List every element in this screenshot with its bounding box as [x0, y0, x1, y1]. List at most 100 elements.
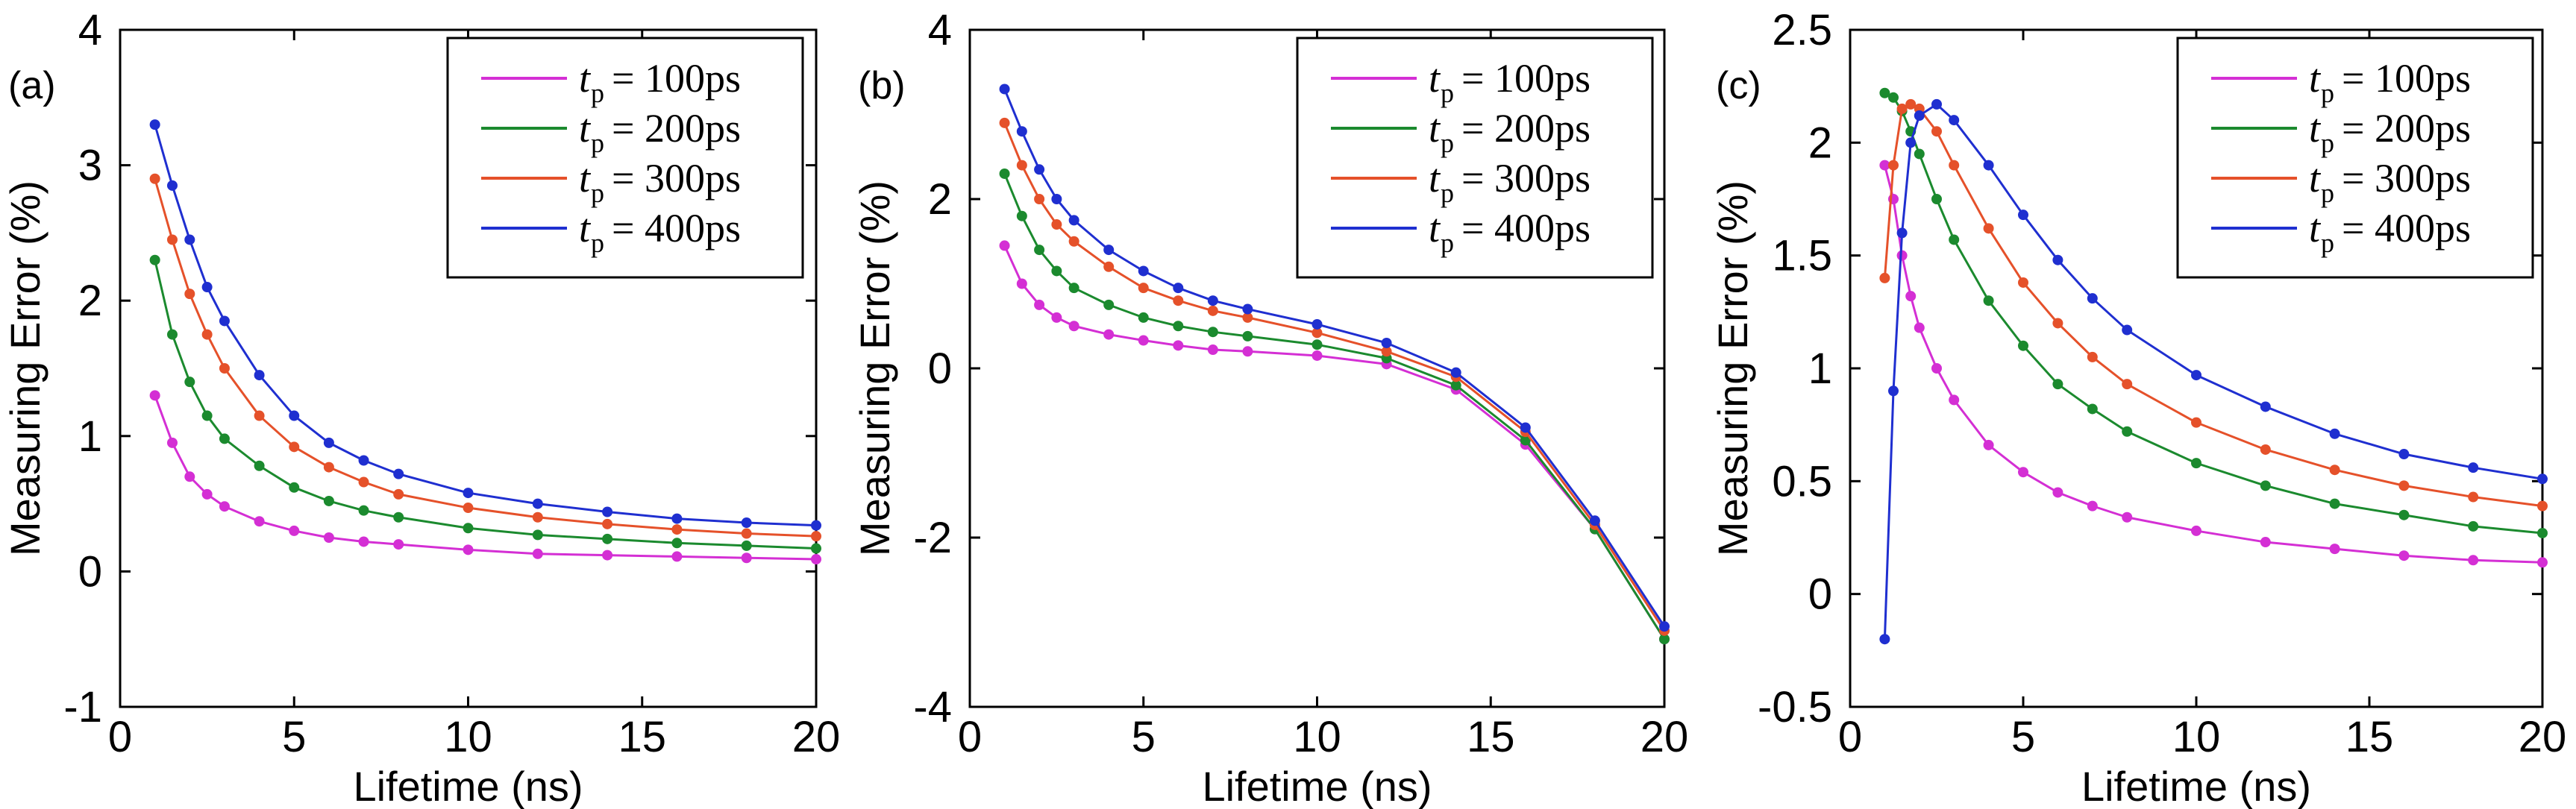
data-point [1450, 367, 1461, 378]
data-point [2329, 428, 2340, 439]
data-point [2260, 444, 2271, 455]
data-point [2537, 557, 2548, 568]
data-point [532, 529, 543, 541]
data-point [2087, 403, 2098, 415]
data-point [1931, 363, 1942, 374]
data-point [602, 506, 613, 517]
legend-var: t [2309, 206, 2322, 251]
series-200ps [149, 254, 821, 554]
x-tick-label: 0 [1838, 713, 1862, 761]
series-400ps [999, 84, 1670, 632]
y-tick-label: 1 [1808, 344, 1832, 393]
legend-entry-400ps: t p = 400ps [2211, 206, 2471, 258]
legend-var: t [579, 56, 592, 101]
data-point [166, 180, 178, 191]
data-point [219, 315, 230, 327]
data-point [2191, 458, 2201, 469]
data-point [1905, 137, 1917, 148]
data-point [2398, 550, 2410, 561]
y-tick-label: -1 [63, 683, 102, 731]
data-point [1381, 346, 1392, 357]
data-point [289, 482, 300, 493]
data-point [671, 513, 683, 524]
data-point [1016, 126, 1027, 137]
legend-entry-400ps: t p = 400ps [481, 206, 741, 258]
data-point [219, 363, 230, 374]
data-point [1034, 164, 1045, 175]
legend-label: = 100ps [1461, 56, 1591, 101]
data-point [1051, 265, 1062, 277]
data-point [1949, 394, 1960, 406]
panel-label: (c) [1716, 64, 1761, 107]
data-point [289, 410, 300, 421]
data-point [1034, 245, 1045, 256]
y-tick-label: 1.5 [1772, 232, 1832, 280]
data-point [2018, 467, 2028, 478]
data-point [2537, 527, 2548, 538]
legend-var: t [1429, 206, 1441, 251]
data-point [1207, 327, 1218, 338]
data-point [671, 524, 683, 535]
data-point [1888, 160, 1899, 171]
data-point [1068, 283, 1079, 294]
data-point [254, 460, 265, 471]
data-point [1051, 312, 1062, 323]
fit-line [1003, 88, 1666, 627]
data-point [2468, 520, 2479, 532]
data-point [2398, 480, 2410, 491]
x-tick-label: 10 [2172, 713, 2221, 761]
data-point [1896, 227, 1908, 239]
legend-subscript: p [591, 128, 604, 158]
data-point [358, 505, 369, 516]
legend-entry-100ps: t p = 100ps [481, 56, 741, 108]
panel-label: (a) [8, 64, 56, 107]
legend-label: = 100ps [2342, 56, 2471, 101]
data-point [1983, 439, 1994, 450]
data-point [1207, 305, 1218, 316]
data-point [2329, 465, 2340, 476]
data-point [1949, 115, 1960, 126]
data-point [1103, 299, 1115, 310]
legend-entry-200ps: t p = 200ps [2211, 106, 2471, 158]
data-point [393, 511, 404, 523]
data-point [999, 84, 1010, 95]
legend-label: = 200ps [2342, 106, 2471, 151]
data-point [463, 503, 474, 514]
x-axis-label: Lifetime (ns) [353, 763, 583, 809]
y-tick-label: -4 [913, 683, 952, 731]
data-point [1659, 634, 1670, 645]
data-point [532, 511, 543, 523]
y-tick-label: 0 [78, 547, 102, 596]
data-point [149, 173, 160, 184]
data-point [999, 168, 1010, 179]
legend-var: t [1429, 106, 1441, 151]
legend-label: = 300ps [1461, 156, 1591, 201]
data-point [2191, 417, 2201, 428]
legend-label: = 300ps [2342, 156, 2471, 201]
data-point [393, 468, 404, 479]
data-point [1016, 278, 1027, 289]
data-point [1207, 344, 1218, 356]
data-point [1311, 318, 1323, 330]
data-point [1051, 194, 1062, 204]
fit-line [154, 178, 817, 538]
data-point [289, 441, 300, 453]
data-point [2537, 473, 2548, 485]
data-point [184, 234, 195, 245]
legend-label: = 400ps [2342, 206, 2471, 251]
data-point [1034, 194, 1045, 204]
data-point [2087, 351, 2098, 362]
x-tick-label: 0 [108, 713, 132, 761]
data-point [999, 117, 1010, 128]
y-tick-label: 0.5 [1772, 457, 1832, 506]
legend-label: = 200ps [1461, 106, 1591, 151]
series-400ps [1879, 98, 2548, 645]
data-point [1311, 350, 1323, 361]
data-point [671, 538, 683, 549]
data-point [323, 462, 334, 473]
y-tick-label: 3 [78, 142, 102, 190]
data-point [1103, 329, 1115, 340]
